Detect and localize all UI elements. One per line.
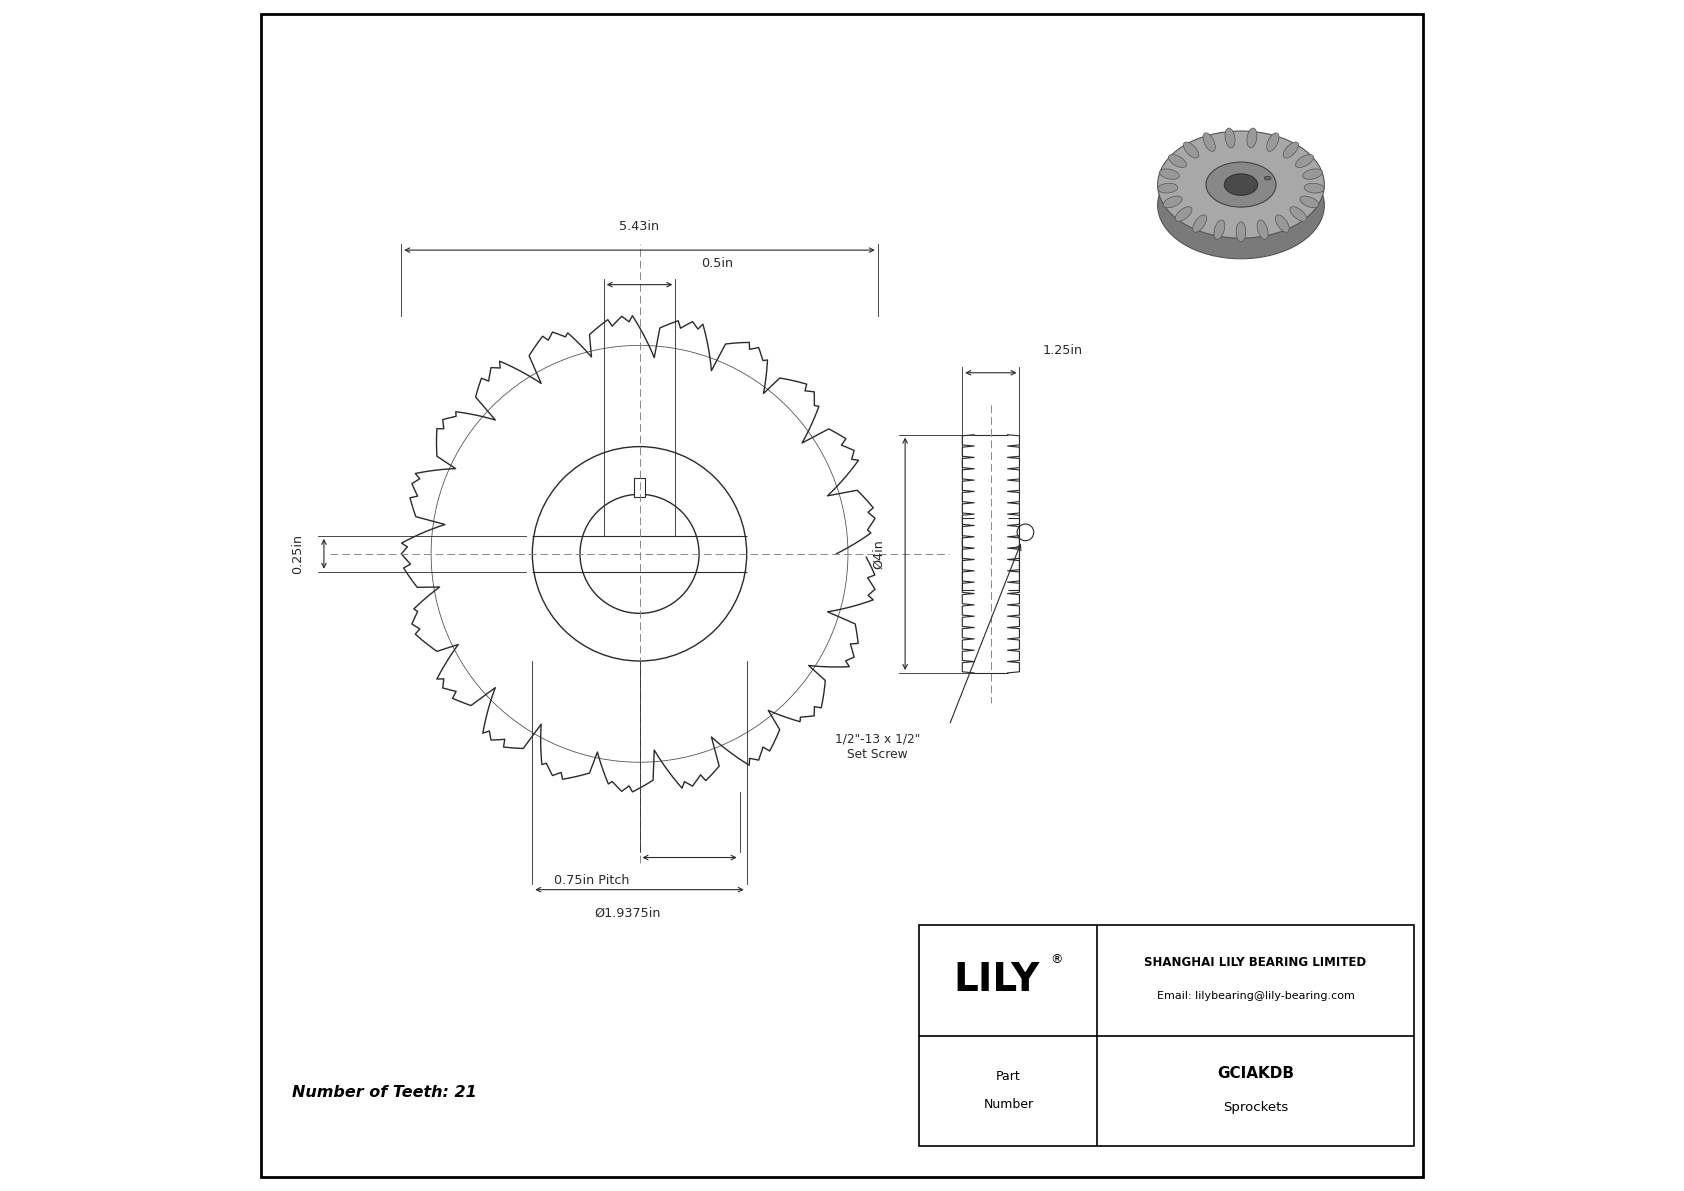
Ellipse shape: [1160, 169, 1179, 180]
Text: 0.25in: 0.25in: [291, 534, 305, 574]
Ellipse shape: [1157, 131, 1324, 238]
Text: 5.43in: 5.43in: [620, 220, 660, 233]
Ellipse shape: [1303, 183, 1324, 193]
Ellipse shape: [1159, 183, 1177, 193]
Ellipse shape: [1266, 133, 1278, 151]
Text: Email: lilybearing@lily-bearing.com: Email: lilybearing@lily-bearing.com: [1157, 991, 1354, 1000]
Bar: [635, 478, 645, 497]
Text: SHANGHAI LILY BEARING LIMITED: SHANGHAI LILY BEARING LIMITED: [1145, 956, 1367, 969]
Text: Sprockets: Sprockets: [1223, 1100, 1288, 1114]
Text: LILY: LILY: [953, 961, 1039, 999]
Ellipse shape: [1295, 155, 1314, 168]
Text: Ø4in: Ø4in: [872, 538, 886, 569]
Ellipse shape: [1224, 174, 1258, 195]
Ellipse shape: [1169, 155, 1187, 168]
Ellipse shape: [1214, 220, 1224, 239]
Ellipse shape: [1184, 142, 1199, 158]
Bar: [919, 925, 1413, 1146]
Text: 1.25in: 1.25in: [1042, 344, 1083, 357]
Text: Number of Teeth: 21: Number of Teeth: 21: [291, 1085, 477, 1099]
Ellipse shape: [1283, 142, 1298, 158]
Ellipse shape: [1265, 176, 1271, 180]
Ellipse shape: [1175, 207, 1192, 222]
Ellipse shape: [1157, 151, 1324, 258]
Text: 0.75in Pitch: 0.75in Pitch: [554, 874, 630, 887]
Ellipse shape: [1246, 129, 1256, 148]
Text: GCIAKDB: GCIAKDB: [1218, 1066, 1293, 1081]
Ellipse shape: [1206, 162, 1276, 207]
Text: Number: Number: [983, 1098, 1034, 1111]
Ellipse shape: [1300, 197, 1319, 207]
Ellipse shape: [1258, 220, 1268, 239]
Text: 0.5in: 0.5in: [701, 257, 733, 270]
Ellipse shape: [1236, 222, 1246, 242]
Ellipse shape: [1224, 129, 1234, 148]
Ellipse shape: [1303, 169, 1322, 180]
Text: Part: Part: [995, 1070, 1021, 1083]
Ellipse shape: [1290, 207, 1307, 222]
Text: 1/2"-13 x 1/2"
Set Screw: 1/2"-13 x 1/2" Set Screw: [835, 732, 921, 761]
Text: Ø1.9375in: Ø1.9375in: [594, 906, 660, 919]
Ellipse shape: [1202, 133, 1216, 151]
Text: ®: ®: [1049, 953, 1063, 966]
Ellipse shape: [1192, 214, 1206, 232]
Ellipse shape: [1275, 214, 1290, 232]
Ellipse shape: [1164, 197, 1182, 207]
